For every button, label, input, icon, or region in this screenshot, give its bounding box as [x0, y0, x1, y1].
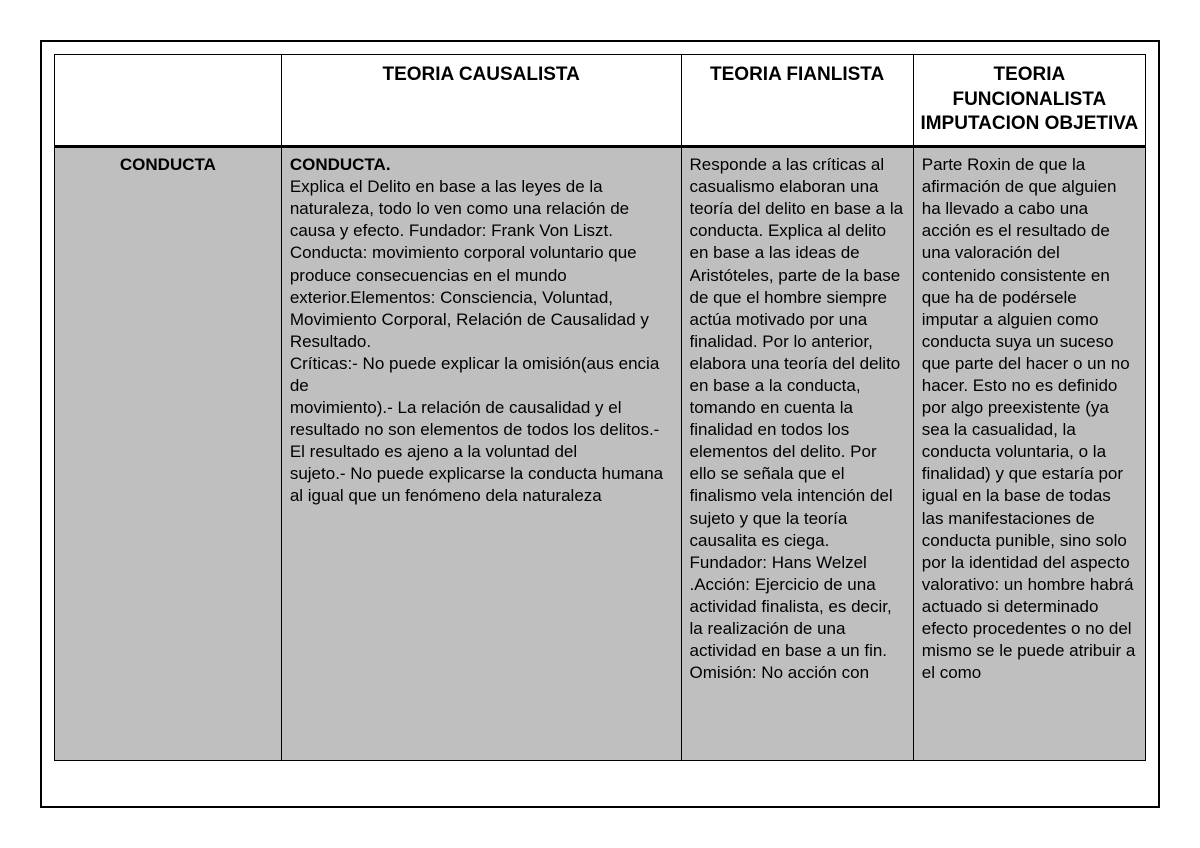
comparison-table: TEORIA CAUSALISTA TEORIA FIANLISTA TEORI… [54, 54, 1146, 761]
causalista-text: Explica el Delito en base a las leyes de… [290, 177, 663, 505]
cell-finalista: Responde a las críticas al casualismo el… [681, 147, 913, 761]
header-causalista: TEORIA CAUSALISTA [281, 55, 681, 147]
table-row: CONDUCTA CONDUCTA. Explica el Delito en … [55, 147, 1146, 761]
finalista-text: Responde a las críticas al casualismo el… [690, 155, 904, 682]
cell-causalista: CONDUCTA. Explica el Delito en base a la… [281, 147, 681, 761]
header-funcionalista: TEORIA FUNCIONALISTA IMPUTACION OBJETIVA [913, 55, 1145, 147]
table-header-row: TEORIA CAUSALISTA TEORIA FIANLISTA TEORI… [55, 55, 1146, 147]
funcionalista-text: Parte Roxin de que la afirmación de que … [922, 155, 1136, 682]
header-empty [55, 55, 282, 147]
causalista-heading: CONDUCTA. [290, 155, 391, 174]
header-finalista: TEORIA FIANLISTA [681, 55, 913, 147]
document-frame: TEORIA CAUSALISTA TEORIA FIANLISTA TEORI… [40, 40, 1160, 808]
row-label-conducta: CONDUCTA [55, 147, 282, 761]
cell-funcionalista: Parte Roxin de que la afirmación de que … [913, 147, 1145, 761]
